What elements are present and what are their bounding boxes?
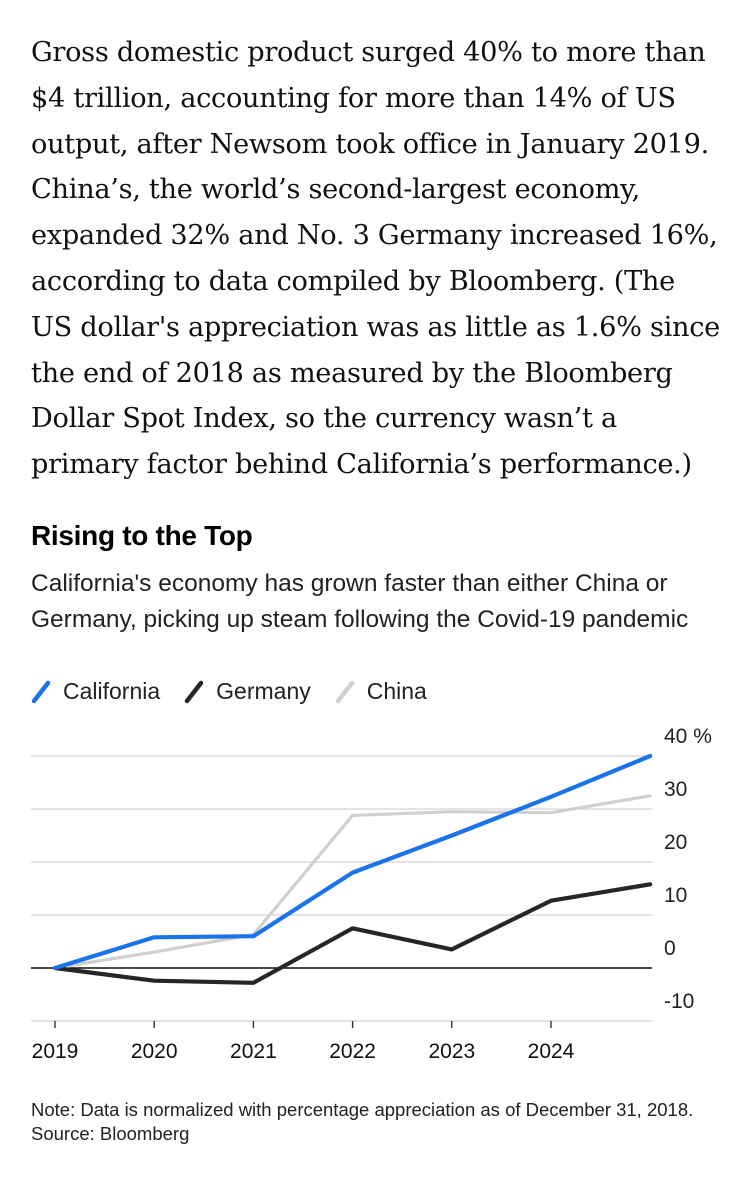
x-tick-label: 2019 (32, 1040, 79, 1063)
series-line-california (52, 753, 653, 971)
series-line-china (53, 794, 652, 970)
chart-subtitle: California's economy has grown faster th… (31, 570, 689, 633)
legend-swatch-china (335, 680, 355, 704)
chart-footnote: Note: Data is normalized with percentage… (31, 1098, 711, 1146)
x-tick-label: 2022 (329, 1040, 376, 1063)
chart-title: Rising to the Top (31, 520, 253, 551)
y-tick-label: 40 % (664, 725, 712, 748)
x-tick-label: 2020 (131, 1040, 178, 1063)
x-tick-label: 2024 (528, 1040, 575, 1063)
legend-item-china: China (335, 678, 427, 705)
series-line-germany (52, 882, 653, 985)
legend-label-california: California (63, 678, 161, 704)
legend-swatch-california (31, 680, 51, 704)
y-tick-label: -10 (664, 990, 694, 1013)
x-tick-label: 2021 (230, 1040, 277, 1063)
y-tick-label: 20 (664, 831, 687, 854)
article-paragraph: Gross domestic product surged 40% to mor… (31, 37, 720, 481)
chart-note: Note: Data is normalized with percentage… (31, 1099, 694, 1120)
legend-label-germany: Germany (216, 678, 311, 704)
legend-swatch-germany (184, 680, 204, 704)
y-tick-label: 30 (664, 778, 687, 801)
y-tick-label: 10 (664, 884, 687, 907)
legend-item-germany: Germany (184, 678, 311, 705)
y-tick-label: 0 (664, 937, 676, 960)
legend-item-california: California (31, 678, 160, 705)
chart-legend: California Germany China (31, 678, 451, 705)
x-tick-label: 2023 (428, 1040, 475, 1063)
legend-label-china: China (366, 678, 427, 704)
line-chart: 40 % 30 20 10 0 -10 2019 2020 2021 2022 2023 2024 (31, 725, 712, 1063)
chart-source: Source: Bloomberg (31, 1123, 190, 1144)
